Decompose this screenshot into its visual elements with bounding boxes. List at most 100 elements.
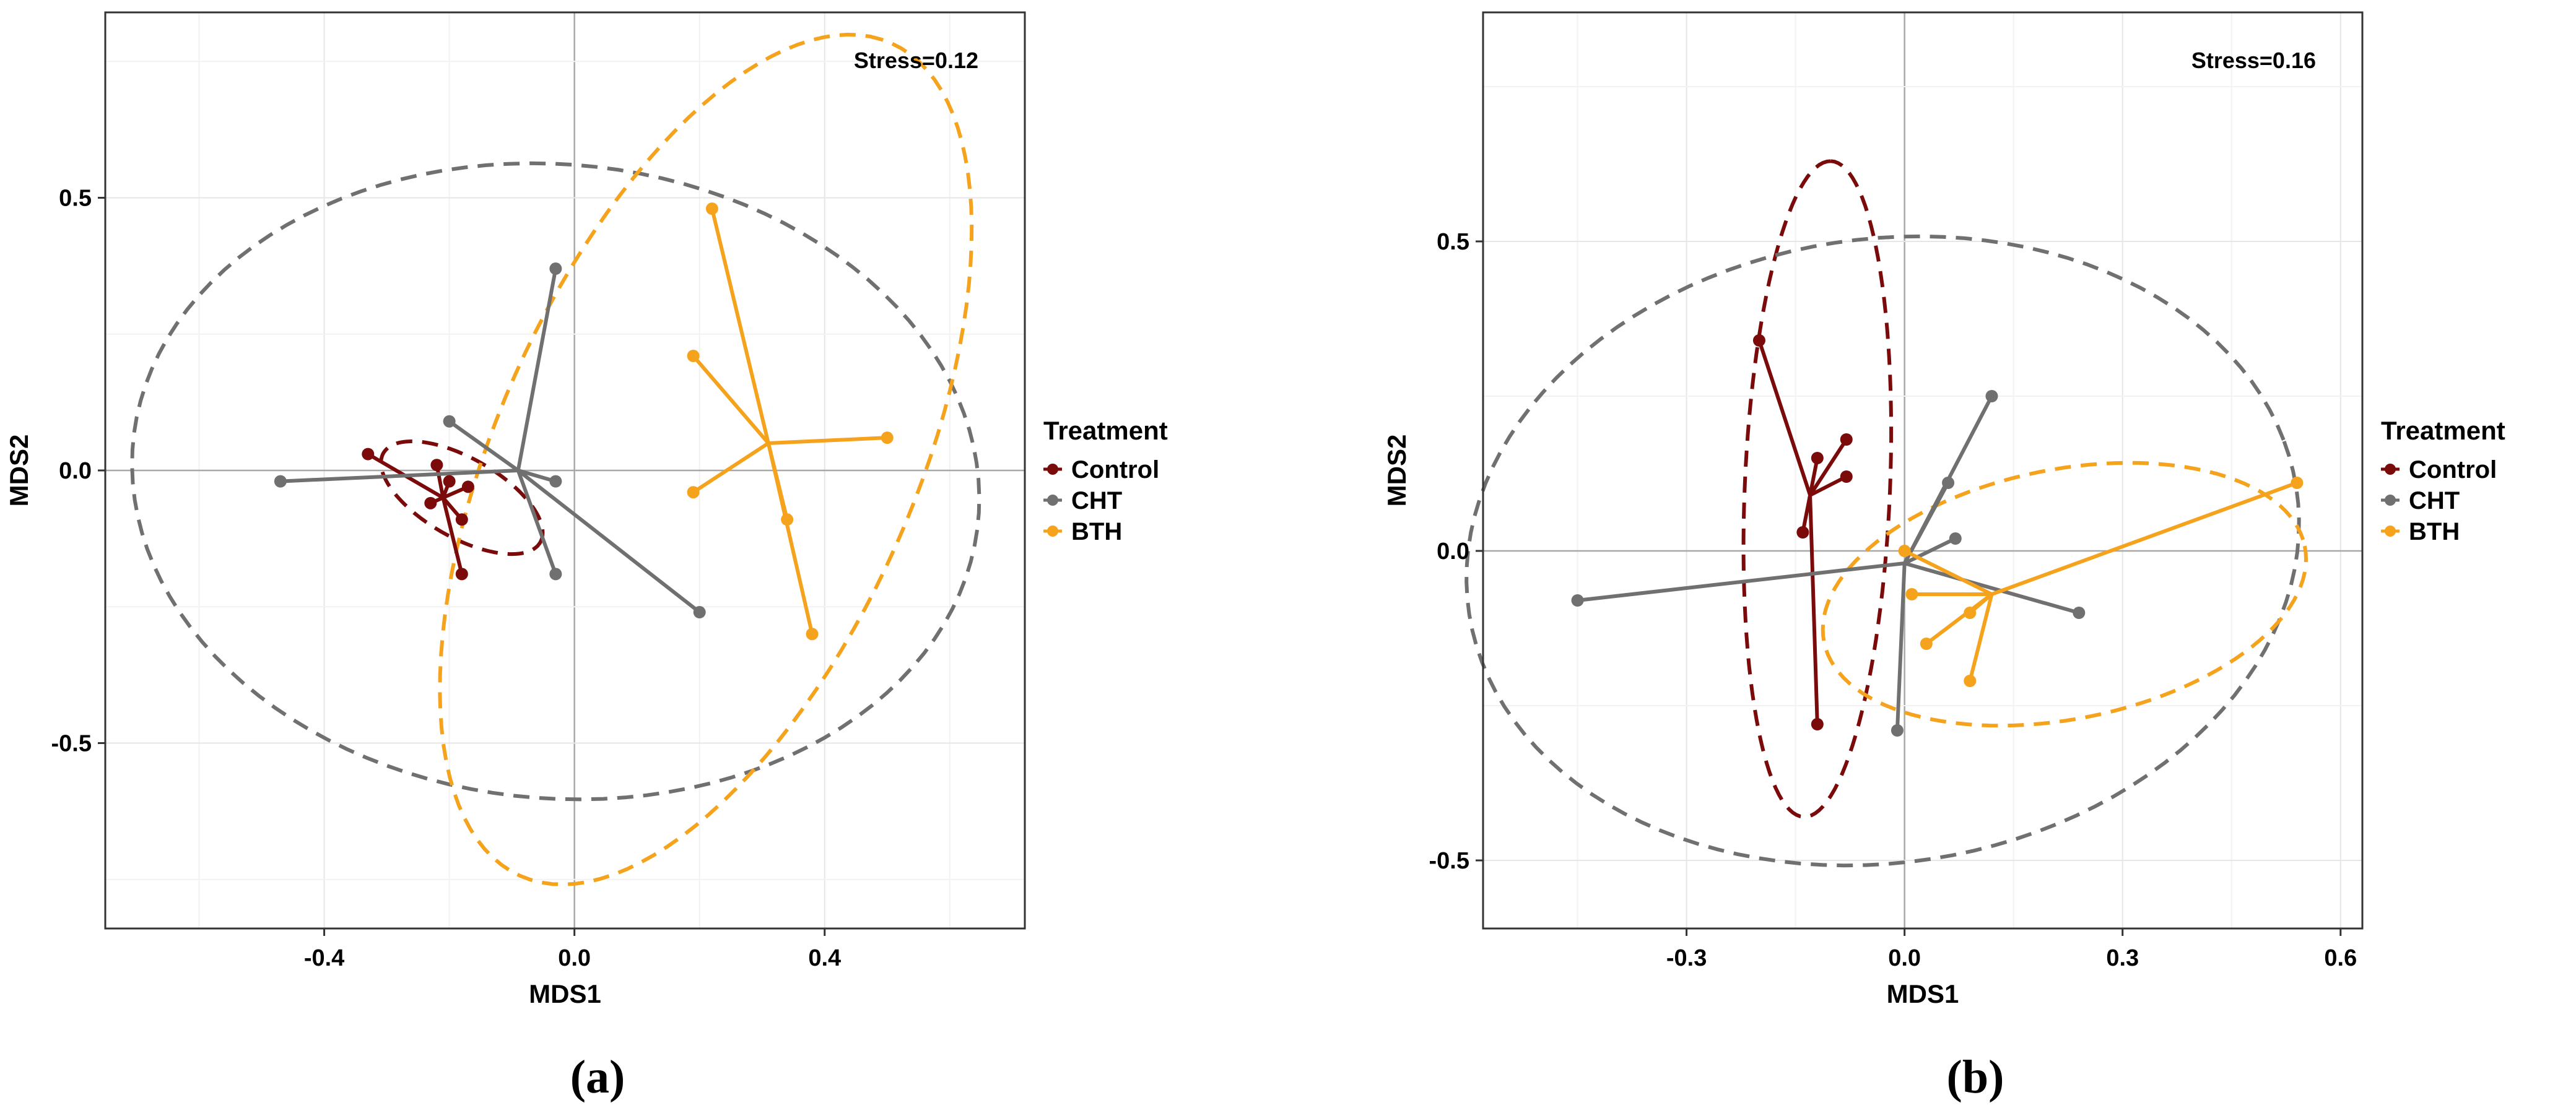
y-tick-label: 0.0 bbox=[1437, 539, 1469, 565]
segment-bth bbox=[766, 443, 814, 634]
segment-cht bbox=[1903, 482, 1950, 565]
point-control bbox=[430, 459, 443, 472]
legend-dot-bth bbox=[1047, 526, 1058, 537]
x-tick-label: -0.3 bbox=[1666, 945, 1707, 971]
y-tick-label: 0.0 bbox=[59, 458, 92, 484]
legend-entry-control: Control bbox=[2381, 456, 2497, 483]
point-cht bbox=[693, 606, 706, 619]
legend: Treatment Control CHT BTH bbox=[2381, 416, 2505, 545]
segment-bth bbox=[1968, 594, 1994, 682]
legend-label-control: Control bbox=[2409, 456, 2497, 483]
x-tick-label: 0.0 bbox=[558, 945, 591, 971]
point-cht bbox=[1891, 724, 1904, 737]
panel-label-a: (a) bbox=[570, 1051, 625, 1103]
segment-control bbox=[441, 497, 464, 575]
segment-control bbox=[1808, 495, 1819, 725]
legend-label-cht: CHT bbox=[2409, 487, 2460, 514]
legend-label-control: Control bbox=[1071, 456, 1159, 483]
segment-bth bbox=[1925, 592, 1993, 646]
segment-bth bbox=[692, 355, 770, 444]
segment-cht bbox=[516, 469, 558, 575]
ellipse-cht bbox=[130, 161, 981, 802]
point-control bbox=[424, 496, 437, 509]
ellipse-bth bbox=[438, 32, 974, 886]
point-cht bbox=[1942, 477, 1955, 489]
y-tick-label: 0.5 bbox=[1437, 229, 1469, 255]
legend-label-cht: CHT bbox=[1071, 487, 1122, 514]
point-control bbox=[455, 568, 468, 581]
point-cht bbox=[549, 262, 562, 275]
point-bth bbox=[806, 628, 819, 641]
stress-annotation: Stress=0.16 bbox=[2191, 48, 2316, 73]
x-tick-label: 0.6 bbox=[2324, 945, 2357, 971]
point-bth bbox=[687, 350, 700, 362]
segment-cht bbox=[448, 420, 520, 472]
segment-bth bbox=[692, 441, 770, 494]
point-control bbox=[1840, 433, 1853, 446]
point-cht bbox=[1571, 594, 1584, 607]
point-cht bbox=[443, 415, 456, 428]
point-control bbox=[455, 513, 468, 526]
point-bth bbox=[687, 486, 700, 499]
stress-annotation: Stress=0.12 bbox=[854, 48, 978, 73]
point-bth bbox=[781, 513, 794, 526]
x-axis-title: MDS1 bbox=[529, 979, 601, 1008]
segment-cht bbox=[516, 469, 701, 614]
point-cht bbox=[549, 568, 562, 581]
y-axis-title: MDS2 bbox=[4, 435, 33, 507]
y-tick-label: -0.5 bbox=[51, 730, 92, 756]
y-tick-label: -0.5 bbox=[1429, 848, 1469, 874]
point-bth bbox=[2291, 477, 2304, 489]
segment-cht bbox=[1577, 561, 1905, 602]
point-bth bbox=[1898, 545, 1911, 557]
legend-entry-cht: CHT bbox=[2381, 487, 2460, 514]
segment-control bbox=[1809, 475, 1848, 497]
segment-cht bbox=[516, 268, 558, 471]
plot-frame bbox=[104, 11, 1026, 930]
segment-cht bbox=[280, 469, 518, 483]
legend-entry-cht: CHT bbox=[1043, 487, 1122, 514]
x-tick-label: 0.3 bbox=[2106, 945, 2139, 971]
y-tick-label: 0.5 bbox=[59, 186, 92, 212]
point-bth bbox=[705, 202, 718, 215]
segment-control bbox=[1757, 340, 1812, 496]
point-cht bbox=[274, 475, 287, 488]
x-tick-label: 0.4 bbox=[808, 945, 841, 971]
point-control bbox=[362, 448, 375, 461]
point-cht bbox=[2073, 607, 2086, 619]
point-control bbox=[1811, 718, 1824, 730]
point-control bbox=[461, 480, 474, 493]
point-bth bbox=[1964, 607, 1977, 619]
segment-cht bbox=[1904, 561, 2080, 615]
segment-cht bbox=[517, 469, 557, 483]
segment-bth bbox=[1904, 549, 1993, 596]
x-tick-label: -0.4 bbox=[304, 945, 344, 971]
point-bth bbox=[1905, 588, 1918, 600]
legend-dot-control bbox=[2385, 464, 2396, 475]
chart-panel-a: -0.4 0.0 0.4 -0.5 0.0 0.5 Stress=0.12 MDS1 MD… bbox=[4, 11, 1168, 1103]
segment-control bbox=[1808, 457, 1819, 496]
segment-bth bbox=[768, 436, 887, 445]
point-control bbox=[1840, 470, 1853, 483]
segment-cht bbox=[1895, 563, 1907, 731]
ellipse-bth bbox=[1821, 461, 2308, 728]
point-bth bbox=[1920, 638, 1933, 650]
point-cht bbox=[549, 475, 562, 488]
y-axis-title: MDS2 bbox=[1382, 435, 1411, 507]
legend-entry-bth: BTH bbox=[1043, 518, 1122, 545]
plot-frame bbox=[1482, 11, 2364, 930]
segment-control bbox=[1808, 438, 1848, 496]
segment-cht bbox=[1904, 537, 1957, 565]
point-control bbox=[1811, 452, 1824, 464]
x-tick-label: 0.0 bbox=[1888, 945, 1921, 971]
legend-label-bth: BTH bbox=[2409, 518, 2460, 545]
ellipse-control bbox=[1741, 159, 1894, 819]
point-control bbox=[443, 475, 456, 488]
ellipse-control bbox=[379, 439, 545, 556]
point-bth bbox=[1964, 675, 1977, 687]
point-control bbox=[1752, 334, 1765, 347]
point-cht bbox=[1985, 390, 1998, 402]
legend-entry-bth: BTH bbox=[2381, 518, 2460, 545]
legend-dot-cht bbox=[2385, 495, 2396, 506]
